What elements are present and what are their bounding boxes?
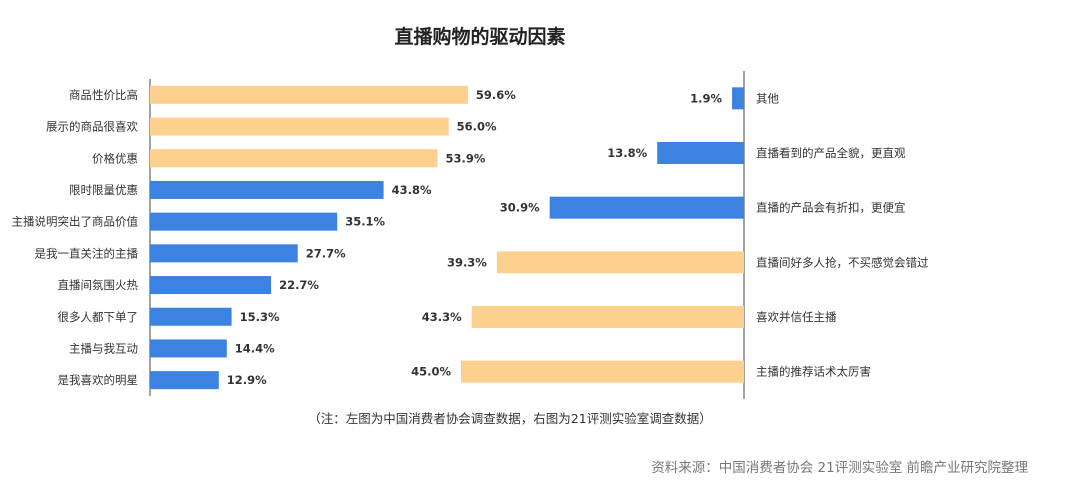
left-value-label: 12.9% (227, 373, 267, 387)
left-value-label: 22.7% (279, 278, 319, 292)
right-bar (732, 87, 744, 110)
left-category-label: 展示的商品很喜欢 (46, 120, 138, 134)
left-value-label: 53.9% (445, 151, 485, 165)
right-category-label: 喜欢并信任主播 (756, 310, 837, 324)
left-bar (150, 244, 298, 263)
right-bar (657, 142, 744, 164)
right-value-label: 30.9% (500, 201, 540, 215)
left-bar (150, 371, 219, 390)
right-value-label: 39.3% (447, 255, 487, 269)
chart-title: 直播购物的驱动因素 (394, 26, 566, 48)
left-bar (150, 149, 438, 168)
left-bar (150, 212, 338, 231)
left-category-label: 是我一直关注的主播 (35, 246, 139, 260)
right-bar (496, 251, 744, 274)
right-bar (549, 196, 744, 219)
right-bar (471, 306, 744, 328)
left-bar (150, 117, 449, 136)
left-category-label: 主播说明突出了商品价值 (12, 215, 139, 229)
left-category-label: 价格优惠 (92, 151, 138, 165)
source-text: 资料来源：中国消费者协会 21评测实验室 前瞻产业研究院整理 (651, 460, 1028, 476)
left-bar (150, 307, 232, 326)
left-value-label: 43.8% (392, 183, 432, 197)
left-category-label: 商品性价比高 (69, 88, 138, 102)
left-value-label: 15.3% (240, 310, 280, 324)
left-bar (150, 180, 384, 199)
right-category-label: 主播的推荐话术太厉害 (756, 365, 871, 379)
left-bar (150, 339, 227, 358)
left-value-label: 56.0% (457, 120, 497, 134)
chart-note: （注：左图为中国消费者协会调查数据，右图为21评测实验室调查数据） (308, 411, 712, 426)
left-category-label: 是我喜欢的明星 (58, 373, 139, 387)
right-value-label: 1.9% (690, 91, 722, 105)
left-value-label: 35.1% (345, 215, 385, 229)
right-bar (461, 360, 744, 383)
right-value-label: 13.8% (607, 146, 647, 160)
right-category-label: 直播间好多人抢，不买感觉会错过 (756, 255, 929, 269)
left-value-label: 27.7% (306, 246, 346, 260)
right-category-label: 直播的产品会有折扣，更便宜 (756, 201, 906, 215)
left-value-label: 59.6% (476, 88, 516, 102)
left-bar (150, 85, 468, 104)
right-category-label: 直播看到的产品全貌，更直观 (756, 146, 906, 160)
right-value-label: 43.3% (422, 310, 462, 324)
left-category-label: 主播与我互动 (69, 341, 138, 355)
right-category-label: 其他 (756, 91, 779, 105)
left-bar (150, 276, 272, 295)
left-category-label: 限时限量优惠 (69, 183, 138, 197)
left-category-label: 很多人都下单了 (58, 310, 139, 324)
right-value-label: 45.0% (411, 365, 451, 379)
left-value-label: 14.4% (235, 341, 275, 355)
left-category-label: 直播间氛围火热 (58, 278, 139, 292)
